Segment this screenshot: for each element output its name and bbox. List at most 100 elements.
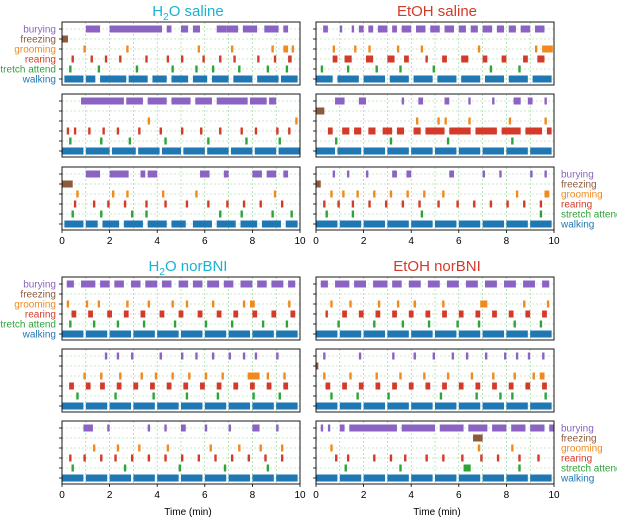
- event-bar: [288, 127, 291, 135]
- event-bar: [411, 330, 433, 338]
- event-bar: [291, 45, 295, 53]
- event-bar: [240, 127, 243, 135]
- event-bar: [546, 300, 550, 308]
- event-bar: [254, 147, 277, 155]
- event-bar: [492, 372, 495, 380]
- event-bar: [451, 352, 455, 360]
- panel-frame: [61, 93, 301, 158]
- event-bar: [532, 372, 535, 380]
- event-bar: [523, 300, 526, 308]
- event-bar: [539, 200, 543, 208]
- event-bar: [458, 25, 466, 33]
- event-bar: [133, 474, 155, 482]
- event-bar: [242, 25, 258, 33]
- event-bar: [527, 352, 531, 360]
- event-bar: [346, 454, 350, 462]
- event-bar: [280, 200, 284, 208]
- behavior-label-freezing: freezing: [561, 180, 597, 191]
- behavior-label-rearing: rearing: [561, 454, 592, 465]
- event-bar: [123, 200, 127, 208]
- raster-panel: [313, 21, 555, 86]
- event-bar: [389, 190, 393, 198]
- x-tick-label: 8: [504, 236, 510, 247]
- event-bar: [62, 35, 68, 43]
- event-bar: [116, 352, 120, 360]
- event-bar: [387, 55, 395, 63]
- title-etoh-norbni: EtOH norBNI: [393, 258, 481, 275]
- event-bar: [100, 75, 127, 83]
- event-bar: [164, 424, 167, 432]
- event-bar: [100, 210, 103, 218]
- event-bar: [116, 127, 120, 135]
- event-bar: [202, 55, 205, 63]
- event-bar: [238, 444, 241, 452]
- event-bar: [475, 310, 481, 318]
- x-tick-label: 2: [361, 236, 367, 247]
- event-bar: [375, 65, 378, 73]
- event-bar: [140, 310, 146, 318]
- event-bar: [252, 170, 262, 178]
- event-bar: [392, 310, 397, 318]
- title-h2o-norbni-sub: 2: [159, 267, 165, 278]
- event-bar: [427, 320, 431, 328]
- raster-panels: 0 2 4 6 8 10 0 2 4 6 8 10 0 2 4 6 8 10 0 2 4 6 8 10: [59, 21, 560, 501]
- event-bar: [420, 210, 424, 218]
- event-bar: [102, 220, 120, 228]
- event-bar: [418, 97, 424, 105]
- event-bar: [100, 137, 103, 145]
- panel-frame: [61, 276, 301, 341]
- event-bar: [482, 147, 505, 155]
- event-bar: [216, 220, 236, 228]
- event-bar: [164, 137, 167, 145]
- event-bar: [178, 464, 181, 472]
- event-bar: [228, 402, 251, 410]
- x-tick-label: 6: [202, 490, 208, 501]
- event-bar: [240, 220, 258, 228]
- event-bar: [223, 280, 234, 288]
- event-bar: [69, 65, 72, 73]
- event-bar: [339, 474, 362, 482]
- event-bar: [335, 137, 338, 145]
- event-bar: [104, 352, 108, 360]
- panel-frame: [315, 93, 555, 158]
- event-bar: [233, 55, 236, 63]
- x-tick-label: 0: [313, 490, 319, 501]
- event-bar: [482, 170, 485, 178]
- behavior-label-walking: walking: [560, 220, 594, 231]
- event-bar: [332, 45, 336, 53]
- event-bar: [523, 280, 535, 288]
- event-bar: [66, 127, 70, 135]
- event-bar: [271, 210, 274, 218]
- event-bar: [480, 300, 488, 308]
- event-bar: [544, 392, 547, 400]
- event-bar: [166, 382, 172, 390]
- event-bar: [109, 474, 132, 482]
- event-bar: [83, 454, 86, 462]
- event-bar: [408, 310, 414, 318]
- event-bar: [183, 147, 205, 155]
- title-h2o-saline-post: O saline: [169, 3, 224, 20]
- event-bar: [475, 127, 497, 135]
- event-bar: [233, 75, 253, 83]
- event-bar: [368, 25, 374, 33]
- event-bar: [147, 170, 158, 178]
- event-bar: [216, 310, 222, 318]
- event-bar: [285, 320, 289, 328]
- event-bar: [276, 474, 298, 482]
- event-bar: [458, 147, 481, 155]
- event-bar: [192, 25, 201, 33]
- event-bar: [358, 310, 364, 318]
- event-bar: [411, 220, 433, 228]
- event-bar: [266, 65, 270, 73]
- event-bar: [316, 474, 338, 482]
- event-bar: [161, 147, 181, 155]
- event-bar: [435, 220, 457, 228]
- event-bar: [351, 25, 355, 33]
- behavior-label-rearing: rearing: [561, 200, 592, 211]
- event-bar: [530, 170, 533, 178]
- event-bar: [123, 310, 129, 318]
- event-bar: [171, 300, 174, 308]
- event-bar: [515, 190, 519, 198]
- event-bar: [330, 300, 333, 308]
- event-bar: [252, 424, 260, 432]
